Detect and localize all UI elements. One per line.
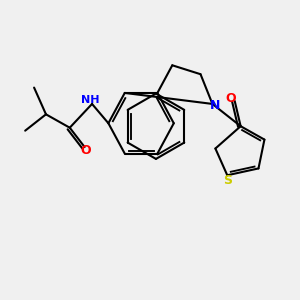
Text: S: S bbox=[223, 174, 232, 187]
Text: O: O bbox=[226, 92, 236, 105]
Text: NH: NH bbox=[81, 95, 100, 105]
Text: N: N bbox=[210, 99, 220, 112]
Text: O: O bbox=[81, 144, 92, 158]
